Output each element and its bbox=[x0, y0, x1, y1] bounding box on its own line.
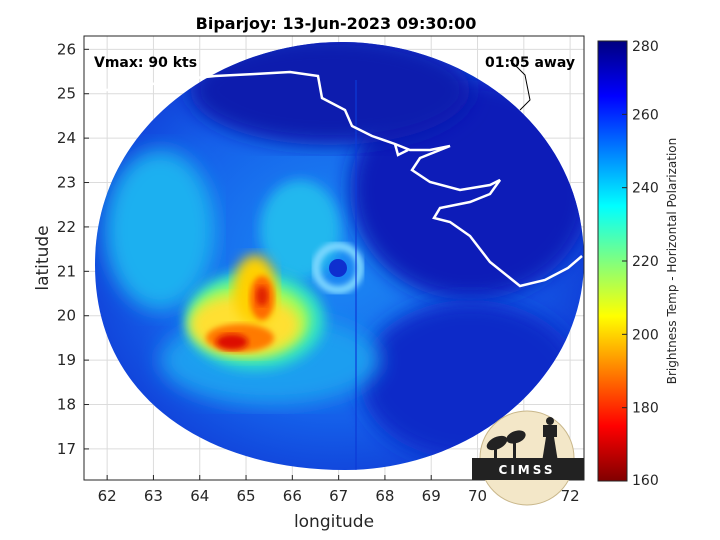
x-tick-label: 63 bbox=[144, 487, 163, 505]
y-tick-label: 19 bbox=[57, 351, 76, 369]
plot-border bbox=[83, 35, 585, 481]
x-tick-label: 70 bbox=[468, 487, 487, 505]
colorbar-tick-label: 200 bbox=[632, 327, 659, 343]
y-tick-label: 20 bbox=[57, 307, 76, 325]
colorbar-tick-label: 180 bbox=[632, 401, 659, 417]
y-tick-label: 23 bbox=[57, 174, 76, 192]
cimss-logo-text: CIMSS bbox=[499, 463, 556, 477]
cimss-logo: CIMSS bbox=[472, 410, 584, 506]
x-tick-label: 66 bbox=[283, 487, 302, 505]
colorbar-tick-label: 160 bbox=[632, 473, 659, 489]
chart-title: Biparjoy: 13-Jun-2023 09:30:00 bbox=[196, 14, 477, 33]
x-tick-label: 62 bbox=[98, 487, 117, 505]
y-axis-label: latitude bbox=[33, 225, 53, 290]
x-tick-label: 67 bbox=[329, 487, 348, 505]
y-tick-label: 17 bbox=[57, 440, 76, 458]
x-tick-label: 68 bbox=[375, 487, 394, 505]
x-axis-label: longitude bbox=[294, 512, 374, 532]
y-tick-label: 21 bbox=[57, 262, 76, 280]
colorbar-tick-label: 260 bbox=[632, 107, 659, 123]
coastline bbox=[84, 59, 583, 288]
x-tick-label: 64 bbox=[190, 487, 209, 505]
time-offset-annotation: 01:05 away bbox=[485, 55, 575, 71]
y-tick-label: 22 bbox=[57, 218, 76, 236]
y-axis: 17 18 19 20 21 22 23 24 25 26 bbox=[57, 40, 89, 458]
colorbar-tick-label: 240 bbox=[632, 181, 659, 197]
colorbar-label: Brightness Temp - Horizontal Polarizatio… bbox=[665, 138, 679, 385]
y-tick-label: 18 bbox=[57, 396, 76, 414]
y-tick-label: 26 bbox=[57, 40, 76, 58]
brightness-temp-swath bbox=[95, 41, 584, 470]
x-tick-label: 69 bbox=[422, 487, 441, 505]
x-tick-label: 72 bbox=[561, 487, 580, 505]
y-tick-label: 25 bbox=[57, 85, 76, 103]
colorbar-tick-label: 280 bbox=[632, 39, 659, 55]
colorbar-ticks: 160 180 200 220 240 260 280 bbox=[622, 39, 659, 489]
x-tick-label: 65 bbox=[236, 487, 255, 505]
vmax-annotation: Vmax: 90 kts bbox=[94, 55, 197, 71]
y-tick-label: 24 bbox=[57, 129, 76, 147]
colorbar-tick-label: 220 bbox=[632, 254, 659, 270]
